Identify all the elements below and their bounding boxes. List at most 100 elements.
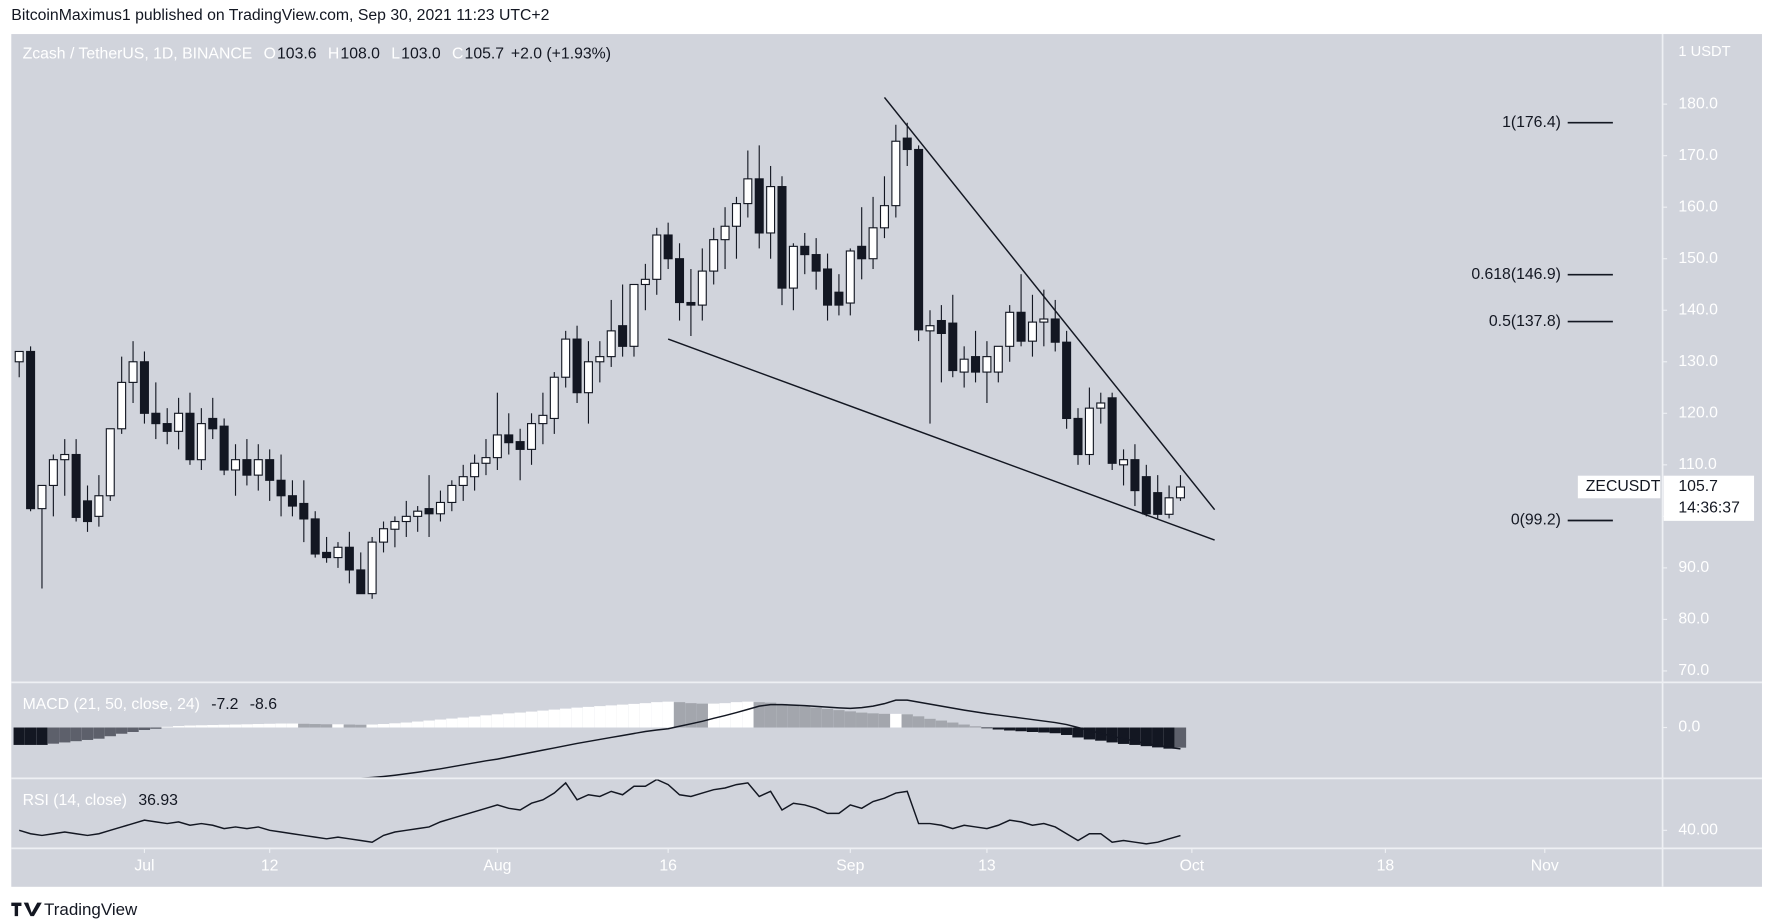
macd-bar (1129, 727, 1141, 745)
candle (652, 227, 662, 295)
y-tick-label: 130.0 (1678, 353, 1718, 370)
candle-body (879, 205, 889, 229)
macd-bar (696, 703, 708, 728)
candle (845, 248, 855, 316)
candle-body (720, 225, 730, 241)
candle (731, 196, 741, 259)
candle-body (470, 462, 480, 478)
candle (139, 351, 149, 424)
candle (572, 325, 582, 403)
candle (743, 150, 753, 218)
candle-body (527, 423, 537, 450)
candle-body (356, 569, 366, 595)
candle-body (1096, 402, 1106, 409)
candle (1062, 330, 1072, 429)
macd-bar (651, 702, 663, 728)
candle-body (891, 140, 901, 207)
y-tick-label: 70.0 (1678, 662, 1709, 679)
macd-bar (662, 701, 674, 728)
macd-bar (730, 702, 743, 728)
macd-bar (389, 723, 401, 728)
candle (1016, 274, 1026, 347)
y-tick-label: 0.0 (1678, 719, 1700, 736)
candle (447, 480, 457, 512)
y-tick-label: 80.0 (1678, 611, 1709, 628)
macd-bar (93, 727, 105, 739)
candle (390, 516, 400, 548)
candle-body (253, 459, 263, 476)
candle (1084, 387, 1094, 465)
candle (823, 253, 833, 321)
candle-body (390, 520, 400, 530)
candle (1175, 475, 1185, 501)
candle-body (868, 227, 878, 260)
candle-body (37, 484, 47, 510)
candle (230, 444, 241, 496)
candle (174, 397, 184, 450)
macd-bar (935, 720, 948, 728)
candle-body (766, 186, 776, 234)
candle (242, 439, 252, 486)
macd-readout: -7.2 (211, 696, 238, 713)
readout-key: C (452, 46, 463, 63)
candle-body (151, 412, 161, 425)
footer-logo: TradingView (11, 900, 138, 919)
candle-body (128, 361, 138, 383)
price-pane: 1(176.4) 0.618(146.9) 0.5(137.8) 0(99.2) (14, 96, 1613, 599)
y-tick-label: 90.0 (1678, 559, 1709, 576)
macd-bar (1163, 727, 1175, 749)
candle-body (447, 484, 457, 504)
candle-body (709, 239, 719, 272)
macd-bar (537, 710, 549, 728)
candle (857, 207, 867, 280)
candle-body (811, 254, 821, 272)
macd-bar (24, 727, 37, 745)
candle (1039, 289, 1049, 347)
macd-bar (104, 727, 116, 737)
candle (287, 480, 297, 517)
candle-body (401, 515, 411, 523)
macd-bar (377, 724, 390, 728)
candle-body (971, 356, 981, 373)
candle-body (538, 414, 548, 425)
macd-bar (548, 709, 560, 728)
candle (105, 428, 115, 501)
candle (1130, 444, 1140, 507)
candle-body (777, 186, 787, 289)
macd-bar (685, 703, 697, 728)
macd-bar (195, 725, 208, 728)
macd-bar (366, 724, 378, 728)
candle (48, 454, 58, 517)
candle (788, 243, 798, 311)
candle (948, 294, 958, 378)
candle (117, 356, 127, 434)
candle-body (993, 345, 1003, 373)
candle (754, 145, 764, 249)
macd-bar (161, 726, 173, 728)
fib-label: 1(176.4) (1502, 114, 1561, 131)
x-tick-label: Sep (836, 858, 864, 875)
candle (458, 464, 468, 501)
macd-bar (309, 724, 321, 728)
macd-bar (1060, 727, 1073, 735)
candle (766, 165, 776, 259)
candle-body (583, 361, 593, 394)
macd-bar (286, 723, 299, 728)
fib-label: 0(99.2) (1511, 512, 1561, 529)
y-tick-label: 150.0 (1678, 250, 1718, 267)
macd-bar (890, 713, 902, 728)
candle (82, 485, 93, 532)
candle (253, 444, 263, 491)
footer-brand: TradingView (44, 900, 138, 919)
candle (902, 122, 912, 166)
legend-line: Zcash / TetherUS, 1D, BINANCE O103.6 H108.… (23, 46, 611, 63)
candle-body (788, 245, 798, 289)
trendline (883, 96, 1216, 511)
candle-body (299, 502, 309, 520)
fib-label: 0.618(146.9) (1471, 266, 1561, 283)
candle-body (1164, 497, 1174, 515)
candle (686, 269, 696, 337)
candle-body (1073, 417, 1083, 456)
